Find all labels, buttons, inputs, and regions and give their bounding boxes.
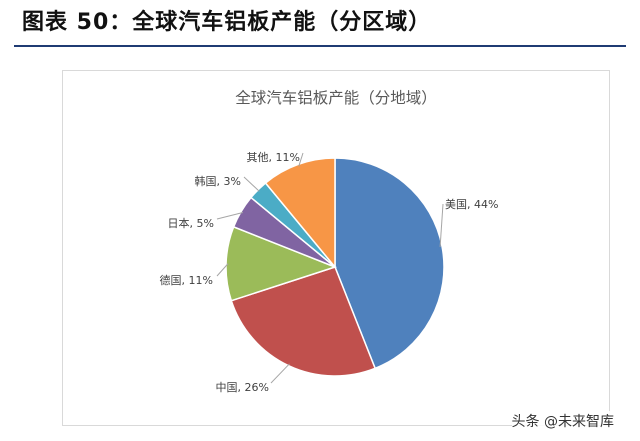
chart-title: 全球汽车铝板产能（分地域） — [235, 89, 437, 107]
pie-label-3: 德国, 11% — [160, 273, 213, 287]
pie-label-4: 日本, 5% — [168, 216, 214, 230]
pie-label-1: 美国, 44% — [445, 198, 498, 211]
pie-slice-1 — [334, 157, 445, 370]
title-divider — [14, 45, 626, 47]
chart-frame: 全球汽车铝板产能（分地域） 美国, 44% 中国, 26% 德国, 11% 日本, 5… — [62, 70, 610, 426]
pie-chart: 全球汽车铝板产能（分地域） 美国, 44% 中国, 26% 德国, 11% 日本, 5… — [160, 89, 499, 394]
pie-slice-2 — [230, 266, 377, 377]
leader-line-1 — [439, 203, 444, 247]
figure-title: 图表 50：全球汽车铝板产能（分区域） — [22, 10, 432, 35]
pie-label-2: 中国, 26% — [216, 381, 269, 394]
watermark: 头条 @未来智库 — [511, 411, 614, 431]
leader-line-3 — [216, 263, 229, 277]
leader-line-6 — [298, 152, 304, 167]
pie-leader-lines — [216, 152, 444, 384]
leader-line-4 — [216, 212, 244, 220]
leader-line-5 — [243, 176, 260, 192]
pie-label-6: 其他, 11% — [247, 151, 300, 164]
pie-slice-6 — [264, 157, 336, 270]
pie-slices — [225, 157, 445, 377]
pie-slice-3 — [225, 225, 338, 302]
leader-line-2 — [270, 363, 290, 384]
pie-labels: 美国, 44% 中国, 26% 德国, 11% 日本, 5% 韩国, 3% 其他, 11% — [160, 151, 499, 394]
pie-label-5: 韩国, 3% — [195, 174, 241, 188]
